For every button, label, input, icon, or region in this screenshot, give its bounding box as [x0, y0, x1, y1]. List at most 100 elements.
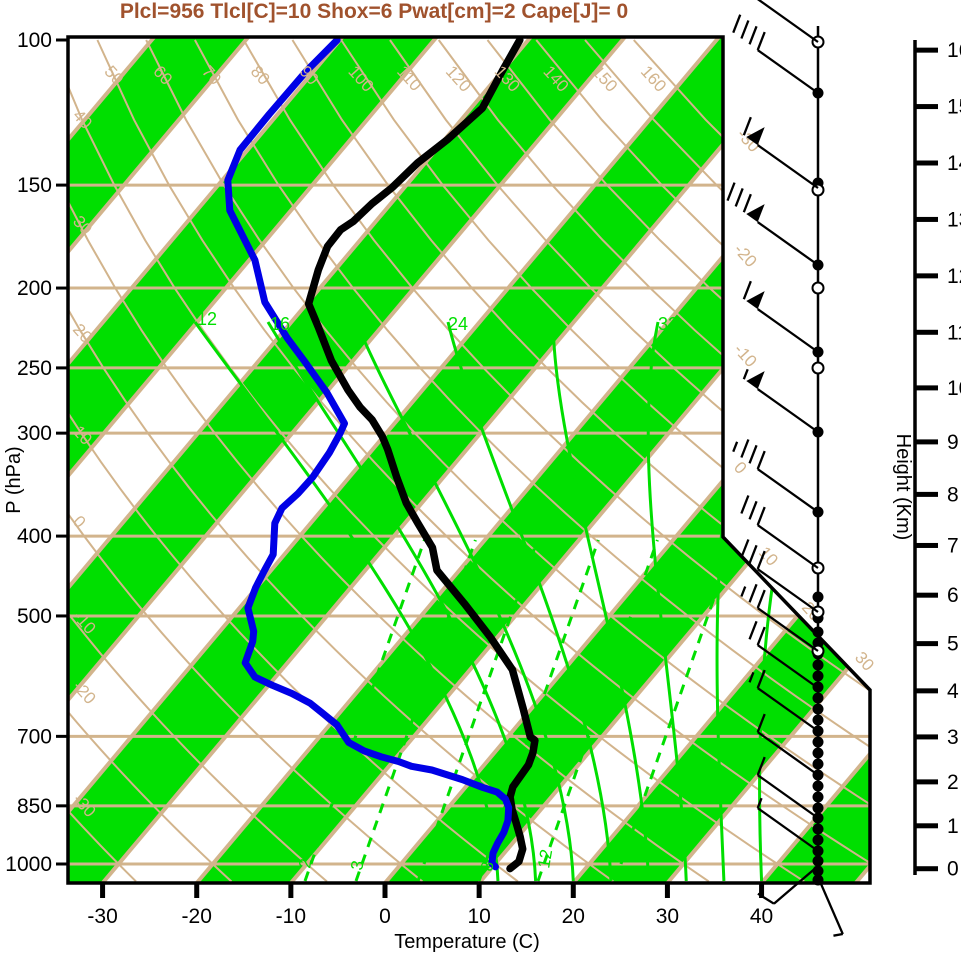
x-tick [100, 883, 106, 898]
pressure-tick-label: 500 [17, 605, 52, 628]
pressure-tick [56, 614, 68, 618]
height-tick [915, 491, 938, 497]
wind-level-dot [812, 855, 824, 867]
dry-adiabat-line [242, 39, 870, 883]
x-tick [288, 883, 294, 898]
pressure-tick [56, 734, 68, 738]
isotherm-band [68, 37, 437, 883]
isotherm-line [68, 37, 533, 883]
x-tick-label: 0 [379, 905, 391, 928]
isotherm-band [573, 37, 870, 883]
x-tick-label: 10 [467, 905, 490, 928]
height-tick-label: 3 [947, 726, 959, 749]
mixing-ratio-line [354, 539, 477, 882]
height-tick-label: 13 [947, 208, 961, 231]
wind-barb [732, 439, 819, 513]
height-tick-label: 10 [947, 377, 961, 400]
adiabat-isotherm-label: 120 [442, 62, 475, 96]
pressure-tick [56, 534, 68, 538]
wind-barb [726, 182, 819, 266]
isotherm-line [665, 37, 870, 883]
height-tick-label: 8 [947, 483, 959, 506]
wind-level-dot [812, 714, 824, 726]
wind-profile [726, 0, 844, 937]
moist-adiabat-label: 32 [658, 314, 678, 334]
wind-level-dot [812, 747, 824, 759]
adiabat-isotherm-label: 0 [730, 458, 750, 478]
height-tick [915, 216, 938, 222]
wind-barb [742, 280, 819, 353]
moist-adiabat-line [551, 321, 651, 882]
dry-adiabat-line [340, 39, 870, 883]
dry-adiabat-line [68, 39, 328, 883]
height-tick [915, 329, 938, 335]
pressure-tick [56, 38, 68, 42]
x-tick [759, 883, 765, 898]
moist-adiabat-label: 12 [197, 309, 217, 329]
dry-adiabat-line [68, 39, 137, 883]
dry-adiabat-line [145, 39, 870, 883]
height-axis-title: Height (Km) [892, 434, 914, 541]
adiabat-isotherm-label: 160 [637, 62, 670, 96]
temperature-axis: -30 -20 -10 0 10 20 30 40 Temperature (C) [87, 883, 773, 953]
pressure-tick [56, 366, 68, 370]
dry-adiabat-line [68, 39, 233, 883]
height-tick-label: 5 [947, 633, 959, 656]
wind-barb [732, 14, 819, 94]
dry-adiabat-line [389, 39, 870, 883]
x-tick-label: -30 [87, 905, 117, 928]
height-tick [915, 641, 938, 647]
chart-title: Plcl=956 Tlcl[C]=10 Shox=6 Pwat[cm]=2 Ca… [119, 0, 629, 23]
moist-adiabat-line [646, 321, 688, 882]
height-tick-label: 2 [947, 771, 959, 794]
pressure-tick [56, 862, 68, 866]
pressure-tick-label: 100 [17, 29, 52, 52]
plot-border [66, 35, 872, 885]
x-tick-label: 30 [656, 905, 679, 928]
wind-barb [742, 116, 819, 189]
x-axis-title: Temperature (C) [394, 931, 540, 953]
isotherm-band [68, 37, 625, 883]
isotherm-line [68, 37, 345, 883]
pressure-tick-label: 400 [17, 525, 52, 548]
adiabat-isotherm-label: -10 [730, 340, 761, 371]
mixing-ratio-label: 2 [295, 857, 315, 870]
pressure-axis: 100 150 200 250 300 400 500 700 850 1000 P (hPa) [3, 29, 68, 876]
moist-adiabat-line [193, 321, 500, 882]
mixing-ratio-line [613, 539, 736, 882]
mixing-ratio-line [303, 539, 426, 882]
dry-adiabat-line [194, 39, 870, 883]
dewpoint-curve [224, 37, 513, 871]
wind-level-dot [812, 780, 824, 792]
isotherm-line [68, 37, 627, 883]
height-tick [915, 385, 938, 391]
dry-adiabat-line [68, 39, 519, 883]
pressure-tick-label: 850 [17, 795, 52, 818]
temperature-curve [304, 37, 539, 873]
height-tick [915, 160, 938, 166]
moist-adiabat-line [266, 321, 538, 882]
height-tick-label: 4 [947, 680, 959, 703]
height-tick-label: 16 [947, 39, 961, 62]
moist-adiabat-line [446, 321, 613, 882]
pressure-tick-label: 150 [17, 174, 52, 197]
height-tick [915, 779, 938, 785]
height-tick-label: 6 [947, 584, 959, 607]
moist-adiabat-label: 24 [448, 314, 468, 334]
wind-level-dot [812, 823, 824, 835]
height-axis: 012345678910111213141516Height (Km) [892, 39, 961, 881]
wind-level-dot [812, 626, 824, 638]
wind-level-dot [812, 692, 824, 704]
pressure-tick [56, 286, 68, 290]
height-tick [915, 542, 938, 548]
mixing-ratio-line [536, 539, 659, 882]
wind-barb [756, 713, 819, 776]
height-tick-label: 11 [947, 321, 961, 344]
dry-adiabat-line [68, 39, 710, 883]
pressure-tick-label: 250 [17, 357, 52, 380]
height-tick [915, 823, 938, 829]
dry-adiabat-line [68, 39, 614, 883]
x-tick [382, 883, 388, 898]
